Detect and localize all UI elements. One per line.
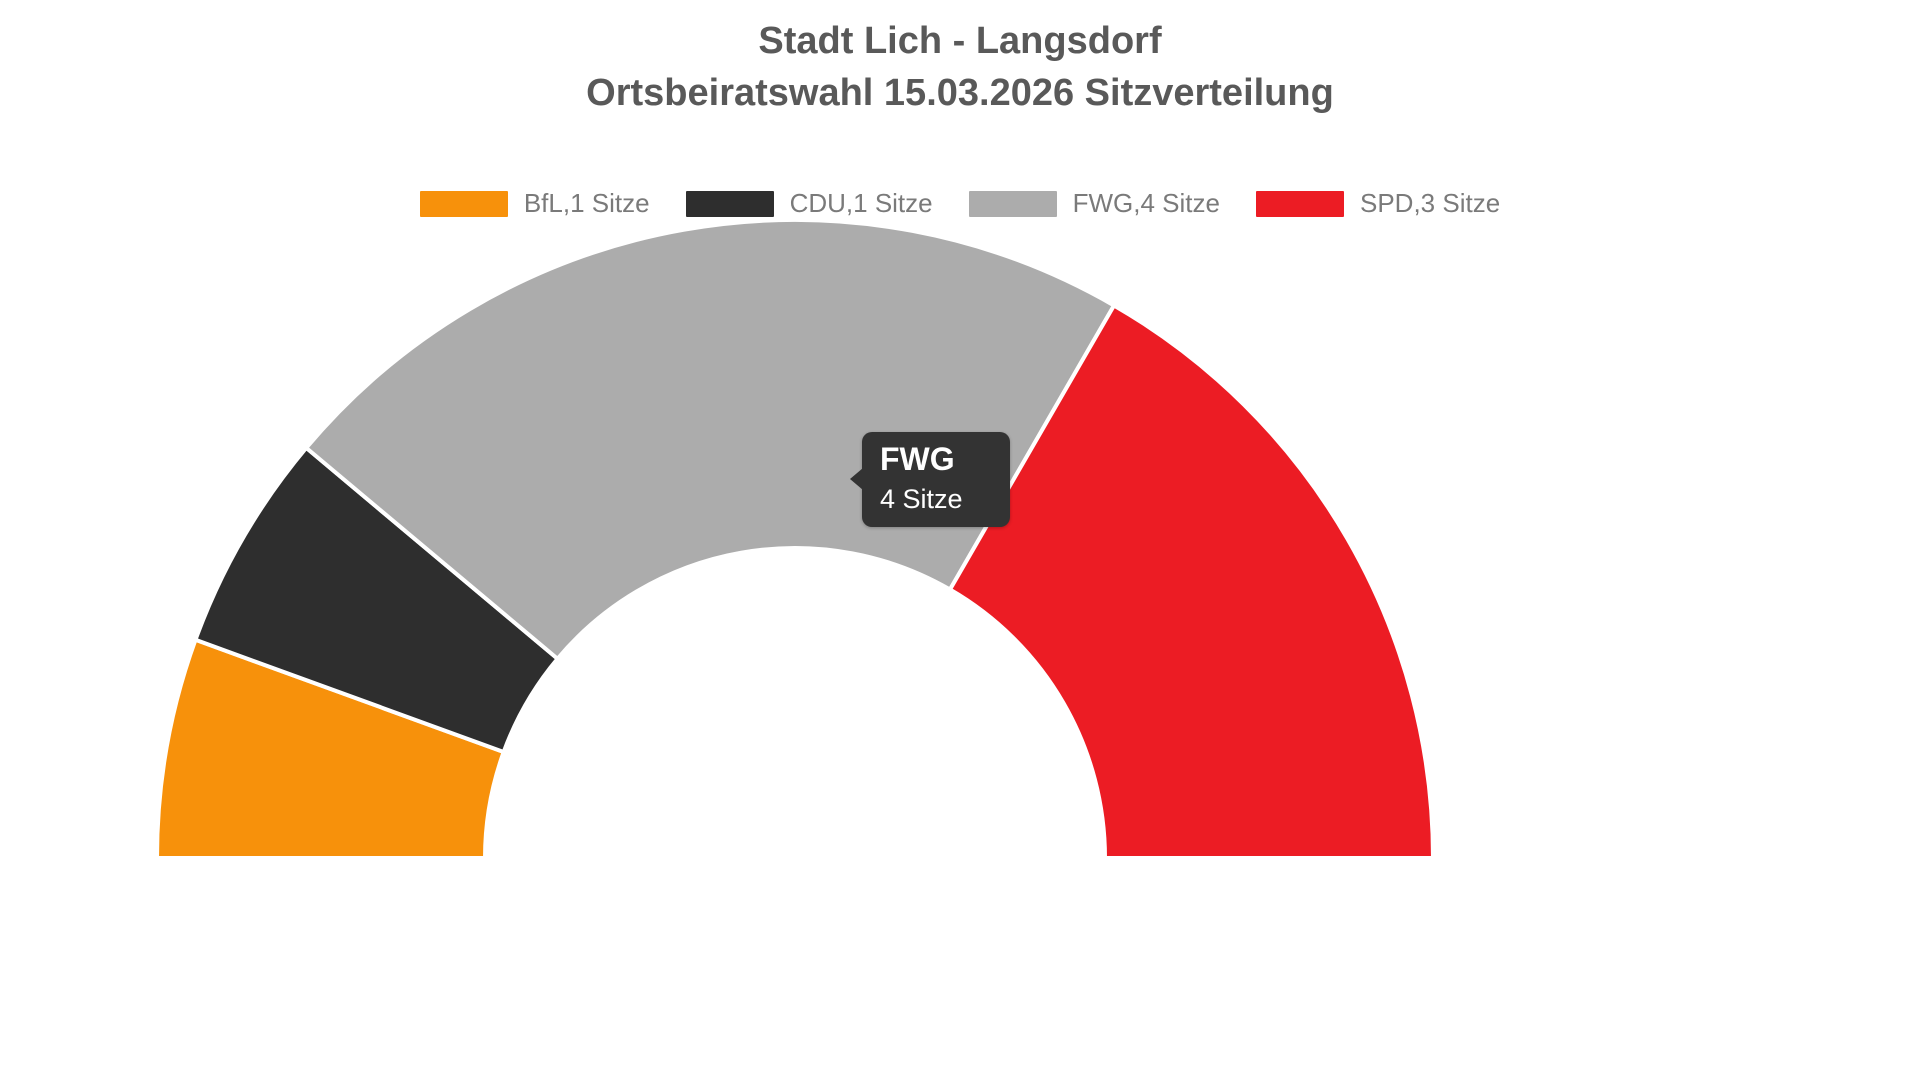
legend-label-bfl: BfL,1 Sitze — [523, 188, 650, 218]
legend-swatch-cdu — [685, 190, 774, 217]
legend-swatch-fwg — [968, 190, 1057, 217]
legend-label-spd: SPD,3 Sitze — [1359, 188, 1501, 218]
legend-label-cdu: CDU,1 Sitze — [789, 188, 933, 218]
legend-swatch-spd — [1255, 190, 1344, 217]
legend-label-fwg: FWG,4 Sitze — [1072, 188, 1220, 218]
legend-item-cdu[interactable]: CDU,1 Sitze — [685, 188, 933, 219]
tooltip-seat-count: 4 Sitze — [880, 483, 963, 514]
donut-segment-fwg[interactable] — [304, 218, 1116, 661]
donut-segment-spd[interactable] — [948, 303, 1435, 860]
legend-item-spd[interactable]: SPD,3 Sitze — [1255, 188, 1501, 219]
chart-legend: BfL,1 Sitze CDU,1 Sitze FWG,4 Sitze SPD,… — [0, 188, 1920, 219]
tooltip-fwg: FWG 4 Sitze — [850, 432, 1010, 527]
legend-swatch-bfl — [419, 190, 508, 217]
tooltip-party-name: FWG — [880, 441, 955, 477]
chart-title-line-2: Ortsbeiratswahl 15.03.2026 Sitzverteilun… — [586, 71, 1334, 114]
chart-title: Stadt Lich - Langsdorf Ortsbeiratswahl 1… — [0, 16, 1920, 119]
legend-item-bfl[interactable]: BfL,1 Sitze — [419, 188, 650, 219]
legend-item-fwg[interactable]: FWG,4 Sitze — [968, 188, 1220, 219]
chart-title-line-1: Stadt Lich - Langsdorf — [758, 20, 1162, 62]
